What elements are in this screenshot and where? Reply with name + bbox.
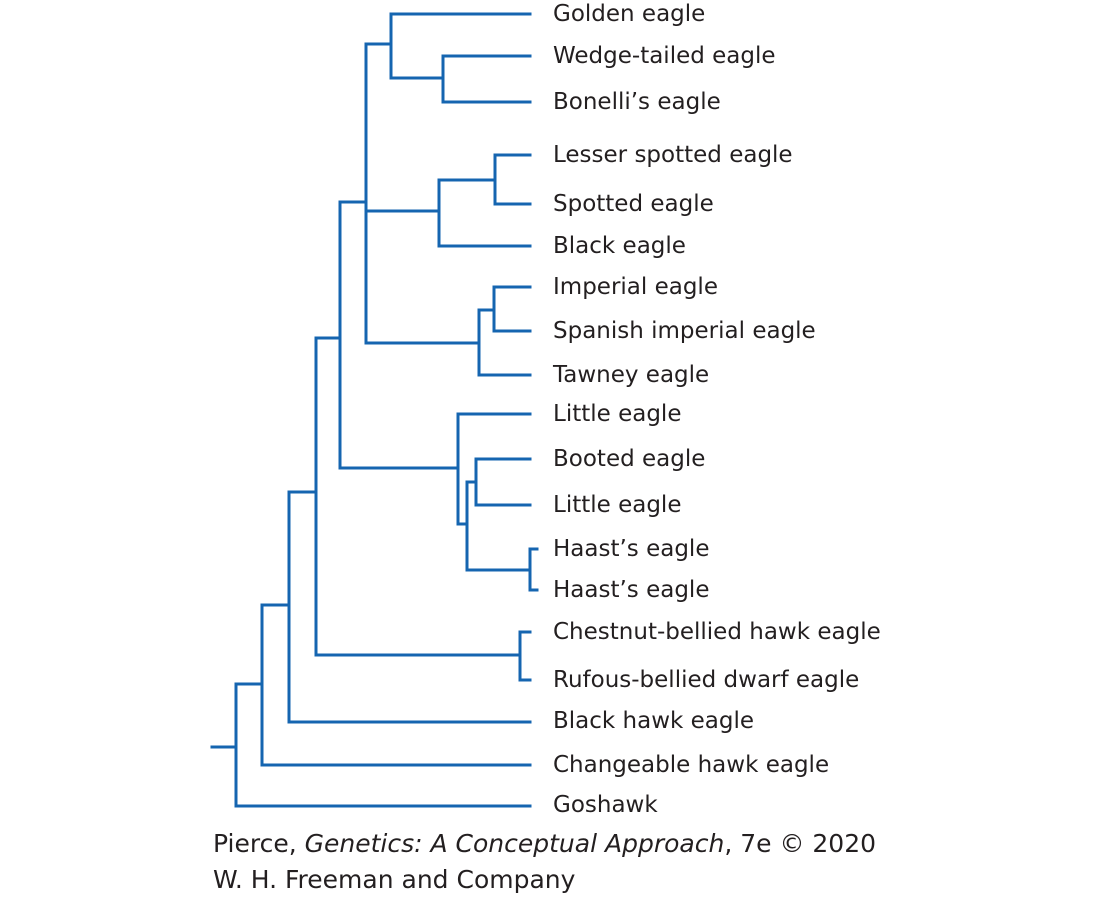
branch-clade-n2 — [287, 490, 532, 724]
branch-clade-n1 — [260, 603, 532, 767]
branch-clade-hieraaetus — [456, 412, 532, 526]
taxon-label-black-eagle: Black eagle — [553, 233, 686, 259]
taxon-label-goshawk: Goshawk — [553, 792, 658, 818]
branch-clade-imperial — [477, 308, 532, 377]
taxon-label-chestnut-bellied-hawk-eagle: Chestnut-bellied hawk eagle — [553, 619, 881, 645]
branch-clade-n4 — [338, 200, 460, 470]
taxon-label-lesser-spotted-eagle: Lesser spotted eagle — [553, 142, 793, 168]
branch-clade-lesser-spotted — [493, 153, 532, 206]
taxon-label-changeable-hawk-eagle: Changeable hawk eagle — [553, 752, 830, 778]
branch-clade-all — [234, 682, 532, 808]
taxon-label-haasts-eagle: Haast’s eagle — [553, 536, 710, 562]
taxon-label-booted-eagle: Booted eagle — [553, 446, 706, 472]
taxon-label-spotted-eagle: Spotted eagle — [553, 191, 714, 217]
taxon-label-golden-eagle: Golden eagle — [553, 1, 706, 27]
credit-publisher: W. H. Freeman and Company — [213, 865, 576, 894]
branch-clade-booted-little — [474, 457, 532, 507]
branch-clade-hawk-eagles — [518, 630, 532, 682]
phylogenetic-tree — [210, 12, 539, 808]
taxon-label-black-hawk-eagle: Black hawk eagle — [553, 708, 755, 734]
taxon-label-tawney-eagle: Tawney eagle — [553, 362, 710, 388]
taxon-label-rufous-bellied-dwarf-eagle: Rufous-bellied dwarf eagle — [553, 667, 860, 693]
taxon-label-little-eagle: Little eagle — [553, 401, 682, 427]
credit-edition: , 7e © 2020 — [724, 829, 877, 858]
branch-clade-spotted — [437, 178, 532, 248]
branch-clade-haasts — [528, 547, 539, 592]
credit-book-title: Genetics: A Conceptual Approach — [304, 829, 725, 858]
taxon-label-haasts-eagle-2: Haast’s eagle — [553, 577, 710, 603]
taxon-label-little-eagle-2: Little eagle — [553, 492, 682, 518]
taxon-label-wedge-tailed-eagle: Wedge-tailed eagle — [553, 43, 776, 69]
branch-clade-n3 — [314, 336, 522, 657]
source-credit-line-2: W. H. Freeman and Company — [213, 865, 575, 895]
branch-clade-wedge-bonelli — [441, 54, 532, 104]
taxon-label-bonellis-eagle: Bonelli’s eagle — [553, 89, 721, 115]
credit-author: Pierce, — [213, 829, 305, 858]
branch-clade-imperial-pair — [492, 285, 532, 333]
source-credit-line-1: Pierce, Genetics: A Conceptual Approach,… — [213, 829, 876, 859]
branch-clade-golden-wedge — [389, 12, 532, 80]
taxon-label-imperial-eagle: Imperial eagle — [553, 274, 718, 300]
taxon-label-spanish-imperial-eagle: Spanish imperial eagle — [553, 318, 816, 344]
branch-clade-aquila — [364, 42, 481, 345]
